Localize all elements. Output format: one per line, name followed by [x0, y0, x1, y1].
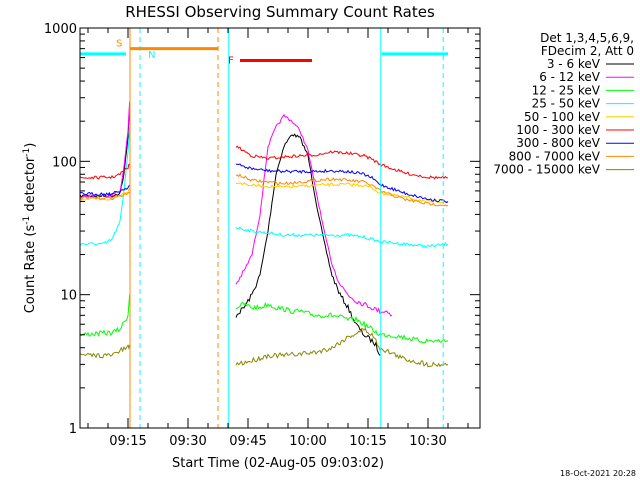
x-axis-label: Start Time (02-Aug-05 09:03:02) — [172, 456, 384, 471]
axes: 1 10 100 1000 09:15 09:30 09:45 10:00 10:15 10:30 — [44, 22, 481, 449]
y-tick-label-1: 10 — [60, 289, 77, 304]
series-line-0-segment-0 — [80, 105, 131, 199]
legend-entry-label-2: 12 - 25 keV — [532, 83, 601, 97]
footer-timestamp: 18-Oct-2021 20:28 — [560, 469, 636, 478]
series-line-5-segment-1 — [235, 145, 449, 180]
series-line-0-segment-1 — [235, 133, 381, 356]
x-tick-label-1: 09:30 — [169, 434, 206, 449]
legend-entry-label-8: 7000 - 15000 keV — [493, 163, 600, 177]
series-line-8-segment-1 — [235, 327, 449, 368]
series-line-3-segment-0 — [80, 127, 131, 246]
legend-header-line-2: FDecim 2, Att 0 — [541, 44, 634, 58]
night-label: N — [148, 50, 155, 61]
series-line-7-segment-0 — [80, 192, 130, 201]
series-line-2-segment-1 — [235, 301, 449, 344]
legend-header-line-1: Det 1,3,4,5,6,9, — [540, 31, 634, 45]
flare-label: F — [228, 56, 234, 67]
legend-entry-label-4: 50 - 100 keV — [524, 110, 601, 124]
y-tick-label-2: 100 — [52, 155, 77, 170]
series-line-4-segment-1 — [235, 181, 449, 204]
legend-entry-label-3: 25 - 50 keV — [532, 97, 601, 111]
legend-entry-label-6: 300 - 800 keV — [516, 136, 600, 150]
series-line-4-segment-0 — [80, 188, 130, 201]
legend-entry-label-0: 3 - 6 keV — [547, 57, 601, 71]
plot-area: S N F — [80, 28, 449, 428]
series-line-7-segment-1 — [235, 173, 449, 207]
plot-frame — [79, 27, 481, 429]
x-tick-label-4: 10:15 — [349, 434, 386, 449]
series-line-6-segment-1 — [235, 163, 449, 204]
legend-entry-label-7: 800 - 7000 keV — [509, 149, 601, 163]
y-tick-label-3: 1000 — [44, 22, 77, 37]
x-tick-label-2: 09:45 — [229, 434, 266, 449]
series-line-8-segment-0 — [80, 344, 131, 359]
plot-clipped-group — [80, 101, 449, 368]
legend-entry-label-5: 100 - 300 keV — [516, 123, 600, 137]
legend: Det 1,3,4,5,6,9, FDecim 2, Att 0 3 - 6 k… — [493, 31, 634, 177]
chart-title-group: RHESSI Observing Summary Count Rates — [125, 3, 435, 21]
legend-entry-label-1: 6 - 12 keV — [539, 70, 601, 84]
series-line-1-segment-1 — [235, 113, 393, 317]
x-tick-label-3: 10:00 — [289, 434, 326, 449]
series-line-3-segment-1 — [235, 226, 449, 249]
chart-title: RHESSI Observing Summary Count Rates — [125, 3, 435, 21]
saa-label: S — [116, 39, 122, 50]
y-tick-label-0: 1 — [69, 422, 77, 437]
x-tick-label-0: 09:15 — [109, 434, 146, 449]
series-line-2-segment-0 — [80, 294, 131, 338]
y-axis-label: Count Rate (s-1 detector-1) — [22, 143, 38, 314]
series-line-5-segment-0 — [80, 163, 130, 180]
x-tick-label-5: 10:30 — [409, 434, 446, 449]
series-line-6-segment-0 — [80, 185, 130, 197]
